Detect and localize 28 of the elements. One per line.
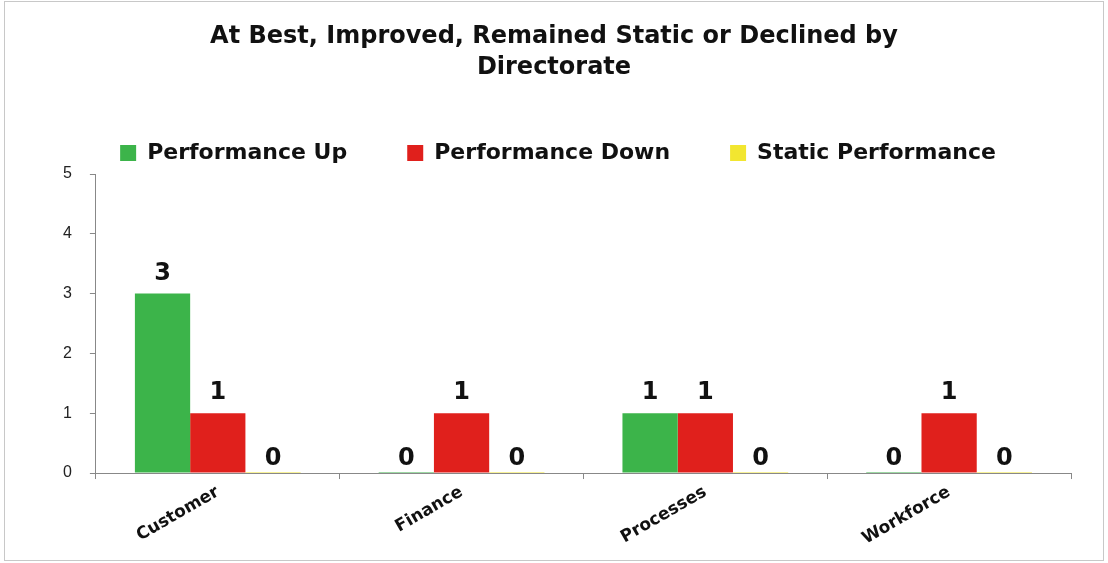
- data-label: 0: [752, 443, 769, 472]
- bar: [190, 413, 246, 473]
- data-label: 0: [885, 443, 903, 472]
- y-tick-label: 3: [62, 284, 72, 302]
- data-label: 3: [154, 257, 171, 286]
- bar: [921, 413, 977, 473]
- chart-title: At Best, Improved, Remained Static or Declined by Directorate: [209, 20, 899, 82]
- data-label: 0: [996, 443, 1013, 472]
- data-label: 1: [940, 377, 958, 406]
- bar: [677, 413, 733, 473]
- y-tick-label: 1: [62, 403, 72, 421]
- bar: [433, 413, 490, 473]
- y-tick-label: 5: [62, 164, 72, 182]
- data-label: 1: [453, 377, 470, 406]
- legend-label: Performance Down: [434, 138, 671, 164]
- data-label: 1: [696, 377, 714, 406]
- bar: [134, 293, 191, 473]
- legend-label: Performance Up: [147, 138, 348, 164]
- y-tick-label: 2: [62, 343, 72, 361]
- legend-label: Static Performance: [757, 138, 996, 164]
- y-tick-label: 0: [62, 463, 72, 481]
- y-tick-label: 4: [62, 224, 72, 242]
- bar: [622, 413, 678, 473]
- data-label: 1: [641, 377, 659, 406]
- data-label: 0: [508, 443, 526, 472]
- data-label: 0: [264, 443, 282, 472]
- data-label: 1: [209, 377, 227, 406]
- data-label: 0: [397, 443, 415, 472]
